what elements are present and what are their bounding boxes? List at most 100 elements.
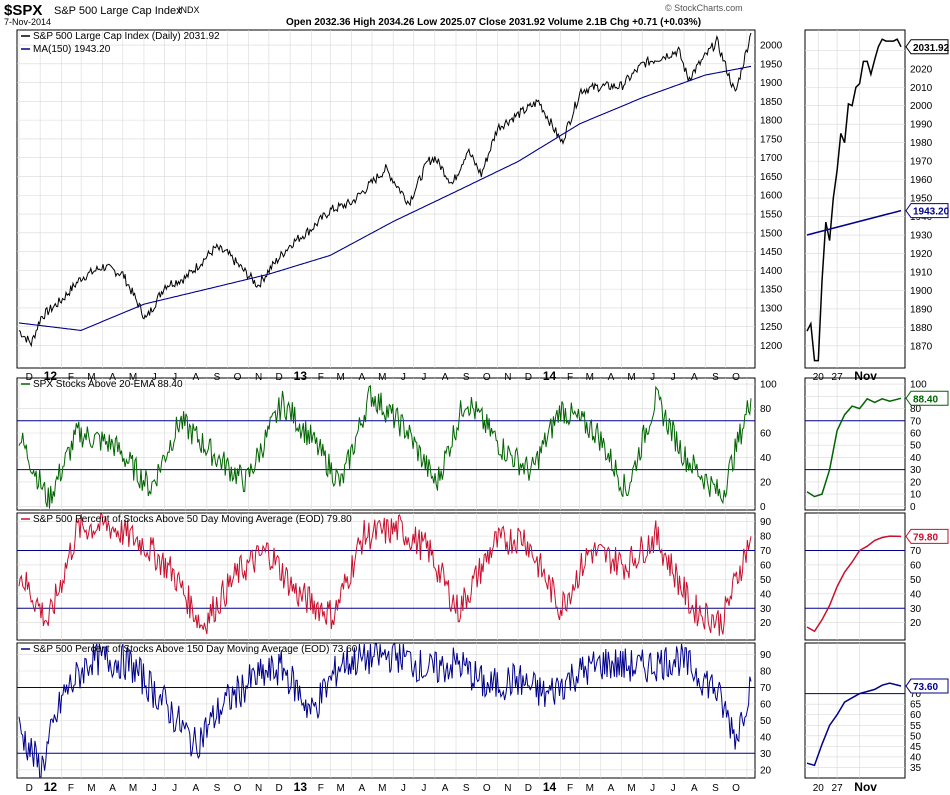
ohlc-summary: Open 2032.36 High 2034.26 Low 2025.07 Cl… (286, 17, 702, 28)
y-tick-label: 40 (760, 732, 772, 743)
x-axis-label: S (712, 372, 719, 383)
y-tick-label: 1250 (760, 322, 783, 333)
x-axis-label: A (193, 783, 200, 794)
zoom-y-tick-label: 1920 (910, 249, 933, 260)
y-tick-label: 20 (760, 477, 772, 488)
series-line-pct50-0 (18, 513, 752, 636)
zoom-y-tick-label: 2000 (910, 101, 933, 112)
y-tick-label: 40 (760, 589, 772, 600)
panel-title: SPX Stocks Above 20-EMA 88.40 (33, 379, 183, 390)
x-axis-label: M (336, 783, 344, 794)
current-value-tag (905, 528, 949, 544)
x-axis-label: S (712, 783, 719, 794)
x-axis-label: J (172, 783, 177, 794)
x-axis-label: J (401, 372, 406, 383)
legend-entry: MA(150) 1943.20 (33, 44, 111, 55)
x-axis-label: 13 (294, 369, 308, 383)
zoom-y-tick-label: 1950 (910, 194, 933, 205)
zoom-y-tick-label: 40 (910, 589, 922, 600)
zoom-ema-frame (804, 377, 906, 511)
zoom-series-line-price-1 (806, 209, 902, 236)
x-axis-label: O (732, 783, 740, 794)
zoom-y-tick-label: 0 (910, 502, 916, 513)
y-tick-label: 80 (760, 532, 772, 543)
x-axis-label: 12 (44, 369, 58, 383)
x-axis-label: M (378, 783, 386, 794)
zoom-y-tick-label: 70 (910, 546, 922, 557)
y-tick-label: 20 (760, 765, 772, 776)
y-tick-label: 30 (760, 749, 772, 760)
x-axis-label: A (608, 783, 615, 794)
y-tick-label: 40 (760, 453, 772, 464)
y-tick-label: 1800 (760, 116, 783, 127)
x-axis-label: F (68, 372, 74, 383)
x-axis-label: J (650, 372, 655, 383)
x-axis-label: F (567, 372, 573, 383)
zoom-y-tick-label: 45 (910, 742, 922, 753)
zoom-y-tick-label: 20 (910, 618, 922, 629)
y-tick-label: 1700 (760, 153, 783, 164)
zoom-pct150-frame (804, 642, 906, 779)
zoom-y-tick-label: 70 (910, 416, 922, 427)
x-axis-label: J (671, 783, 676, 794)
x-axis-label: S (214, 783, 221, 794)
y-tick-label: 0 (760, 502, 766, 513)
x-axis-label: N (255, 783, 262, 794)
x-axis-label: J (172, 372, 177, 383)
y-tick-label: 1750 (760, 134, 783, 145)
y-tick-label: 60 (760, 699, 772, 710)
x-axis-label: A (691, 372, 698, 383)
y-tick-label: 1350 (760, 285, 783, 296)
x-axis-label: A (109, 372, 116, 383)
y-tick-label: 80 (760, 404, 772, 415)
y-tick-label: 1600 (760, 191, 783, 202)
x-axis-label: N (255, 372, 262, 383)
company-name: S&P 500 Large Cap Index (54, 5, 182, 17)
x-axis-label: O (732, 372, 740, 383)
x-axis-label: M (586, 783, 594, 794)
current-value-label: 79.80 (913, 532, 938, 543)
y-tick-label: 1200 (760, 341, 783, 352)
zoom-series-line-ema-0 (806, 397, 902, 498)
x-axis-label: S (214, 372, 221, 383)
current-value-tag (905, 203, 949, 219)
x-axis-label: D (525, 783, 532, 794)
y-tick-label: 1500 (760, 228, 783, 239)
y-tick-label: 1450 (760, 247, 783, 258)
zoom-x-axis-label: Nov (854, 369, 877, 383)
zoom-series-line-pct50-0 (806, 535, 902, 633)
y-tick-label: 70 (760, 683, 772, 694)
x-axis-label: A (608, 372, 615, 383)
x-axis-label: A (358, 783, 365, 794)
x-axis-label: 14 (543, 780, 557, 794)
zoom-y-tick-label: 55 (910, 721, 922, 732)
zoom-y-tick-label: 70 (910, 689, 922, 700)
exchange-label: INDX (178, 5, 200, 15)
panel-pct150-frame (16, 642, 756, 779)
x-axis-label: D (525, 372, 532, 383)
x-axis-label: M (87, 372, 95, 383)
x-axis-label: D (26, 783, 33, 794)
y-tick-label: 80 (760, 666, 772, 677)
series-line-pct150-0 (18, 643, 752, 778)
zoom-y-tick-label: 1890 (910, 304, 933, 315)
x-axis-label: F (318, 783, 324, 794)
series-line-price-0 (18, 32, 752, 348)
y-tick-label: 1300 (760, 303, 783, 314)
zoom-y-tick-label: 50 (910, 575, 922, 586)
zoom-y-tick-label: 2020 (910, 64, 933, 75)
zoom-y-tick-label: 1930 (910, 231, 933, 242)
source-credit: © StockCharts.com (665, 3, 743, 13)
x-axis-label: J (401, 783, 406, 794)
zoom-y-tick-label: 1990 (910, 120, 933, 131)
x-axis-label: A (442, 783, 449, 794)
zoom-y-tick-label: 30 (910, 465, 922, 476)
legend-entry: S&P 500 Large Cap Index (Daily) 2031.92 (33, 31, 220, 42)
x-axis-label: M (627, 372, 635, 383)
x-axis-label: A (442, 372, 449, 383)
panel-price-frame (16, 29, 756, 369)
x-axis-label: A (109, 783, 116, 794)
y-tick-label: 1400 (760, 266, 783, 277)
zoom-y-tick-label: 50 (910, 731, 922, 742)
